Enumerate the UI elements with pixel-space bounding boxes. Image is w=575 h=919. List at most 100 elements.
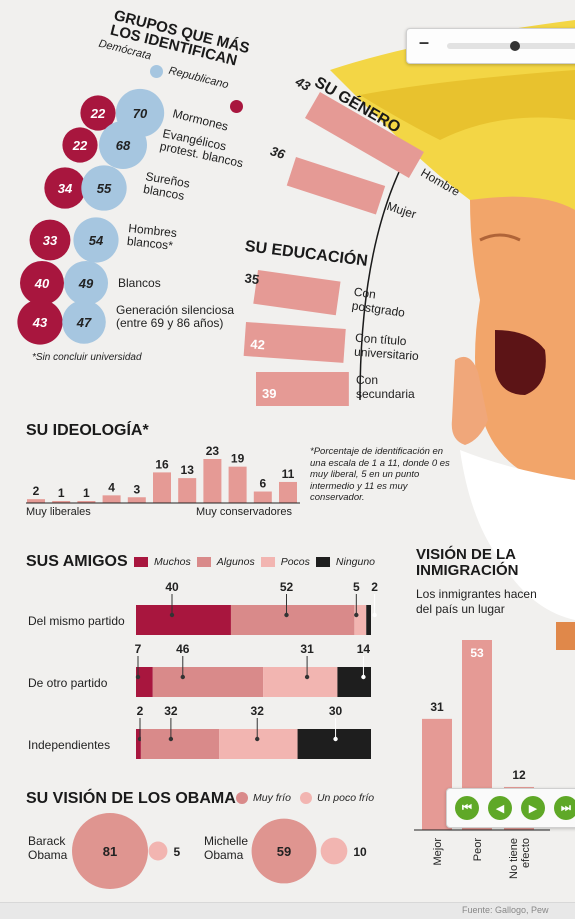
rep-value-0: 70 — [133, 106, 148, 121]
genero-value-1: 36 — [268, 143, 287, 162]
group-label-5-line1: Generación silenciosa — [116, 303, 234, 317]
ideologia-value-3: 4 — [108, 480, 115, 494]
inmigracion-value-0: 31 — [430, 700, 444, 714]
skip-last-button[interactable]: ⏭ — [554, 796, 575, 820]
amigos-seg-0-1 — [230, 605, 355, 635]
inmigracion-chart: 31 Mejor 53 Peor 12 No tiene efecto — [414, 640, 550, 879]
amigos-dot-0-0 — [169, 612, 175, 618]
edu-label-0-line2: postgrado — [351, 298, 406, 319]
amigos-dot-0-1 — [284, 612, 289, 618]
dem-value-4: 40 — [34, 276, 50, 291]
inmigracion-subtitle: Los inmigrantes hacen del país un lugar — [416, 587, 537, 617]
zoom-out-button[interactable]: – — [419, 32, 430, 52]
edu-label-0-line1: Con — [353, 285, 377, 302]
amigos-seg-2-2 — [219, 729, 298, 759]
ideologia-value-6: 13 — [181, 463, 195, 477]
ideologia-value-7: 23 — [206, 444, 220, 458]
player-controls: ⏮ ◀ ▶ ⏭ — [446, 788, 575, 828]
amigos-legend: Muchos Algunos Pocos Ninguno — [134, 556, 375, 568]
edu-value-1: 42 — [250, 336, 265, 352]
inmigracion-title: VISIÓN DE LA INMIGRACIÓN — [416, 547, 519, 579]
genero-bar-1 — [286, 156, 386, 215]
ideologia-bar-9 — [253, 491, 272, 503]
rep-value-4: 49 — [78, 276, 94, 291]
inmigracion-label-1-line1: Peor — [472, 838, 484, 862]
dem-value-5: 43 — [32, 315, 48, 330]
amigos-seg-2-0 — [136, 729, 141, 759]
obama-title: SU VISIÓN DE LOS OBAMA — [26, 790, 236, 807]
rep-value-3: 54 — [89, 233, 104, 248]
ideologia-value-5: 16 — [155, 457, 169, 471]
amigos-seg-0-2 — [354, 605, 367, 635]
dem-bubble-2 — [44, 167, 86, 209]
group-label-5: Generación silenciosa(entre 69 y 86 años… — [116, 303, 234, 330]
edu-label-1-line1: Con título — [355, 331, 408, 349]
groups-note: *Sin concluir universidad — [32, 352, 142, 363]
amigos-value-0-2: 5 — [353, 580, 360, 594]
inmigracion-subtitle-line1: Los inmigrantes hacen — [416, 587, 537, 601]
obama-label-0-line1: Barack — [28, 834, 66, 848]
legend-pocos-label: Pocos — [280, 556, 310, 568]
amigos-dot-1-3 — [361, 674, 366, 680]
legend-ninguno-swatch — [315, 557, 330, 567]
rep-value-1: 68 — [116, 138, 131, 153]
dem-value-2: 34 — [58, 181, 73, 196]
dem-bubble-3 — [29, 219, 71, 261]
dem-bubble-1 — [62, 127, 98, 163]
amigos-value-2-1: 32 — [164, 704, 178, 718]
legend-rep-dot — [230, 100, 243, 113]
dem-bubble-4 — [20, 261, 64, 305]
rep-bubble-1 — [99, 121, 147, 169]
next-button[interactable]: ▶ — [521, 796, 545, 820]
rep-bubble-2 — [81, 165, 127, 211]
zoom-control: – — [406, 28, 575, 64]
amigos-dot-0-2 — [354, 612, 359, 618]
amigos-value-1-3: 14 — [357, 642, 371, 656]
amigos-title: SUS AMIGOS — [26, 553, 128, 570]
ideologia-bar-3 — [102, 495, 121, 503]
arc-divider — [359, 149, 411, 401]
amigos-seg-1-1 — [152, 667, 264, 697]
amigos-dot-2-1 — [168, 736, 174, 742]
group-label-4: Blancos — [118, 276, 161, 290]
amigos-dot-1-2 — [304, 674, 310, 680]
rep-bubble-3 — [73, 217, 119, 263]
inmigracion-subtitle-line2: del país un lugar — [416, 602, 505, 616]
zoom-slider-thumb[interactable] — [510, 41, 520, 51]
amigos-seg-2-1 — [140, 729, 220, 759]
ideologia-bar-7 — [203, 459, 222, 503]
ideologia-note: *Porcentaje de identificación en una esc… — [310, 446, 450, 503]
amigos-value-0-0: 40 — [165, 580, 179, 594]
edu-bar-1 — [243, 321, 346, 363]
amigos-seg-2-3 — [297, 729, 371, 759]
rep-value-2: 55 — [97, 181, 112, 196]
obama-big-value-0: 81 — [103, 844, 117, 859]
legend-muchos-label: Muchos — [154, 556, 191, 568]
group-label-4-line1: Blancos — [118, 276, 161, 290]
obama-small-value-1: 10 — [353, 845, 367, 859]
genero-label-1: Mujer — [385, 199, 418, 222]
amigos-value-2-0: 2 — [137, 704, 144, 718]
inmigracion-title-line1: VISIÓN DE LA — [416, 546, 517, 563]
previous-button[interactable]: ◀ — [488, 796, 512, 820]
inmigracion-label-2-line2: efecto — [520, 838, 532, 868]
ideologia-bar-5 — [153, 472, 171, 503]
edu-value-0: 35 — [244, 270, 260, 287]
skip-first-button[interactable]: ⏮ — [455, 796, 479, 820]
ideologia-value-1: 1 — [58, 486, 65, 500]
ideologia-bar-10 — [279, 481, 297, 503]
obama-big-bubble-1 — [251, 818, 317, 884]
amigos-row-label-0: Del mismo partido — [28, 614, 125, 628]
legend-ninguno-label: Ninguno — [335, 556, 376, 568]
amigos-seg-1-0 — [136, 667, 153, 697]
genero-value-0: 43 — [292, 73, 314, 94]
orange-tab — [556, 622, 575, 650]
dem-value-3: 33 — [43, 233, 58, 248]
amigos-dot-2-3 — [333, 736, 338, 742]
amigos-value-1-0: 7 — [135, 642, 142, 656]
amigos-dot-2-2 — [255, 736, 260, 742]
